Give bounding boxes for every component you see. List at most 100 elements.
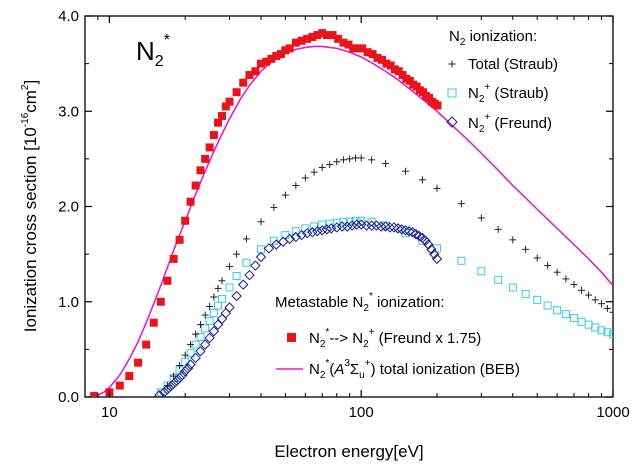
legend-label-n2plus-freund: N2+ (Freund): [468, 112, 552, 135]
total-straub-point: [326, 161, 334, 169]
y-tick-label: 1.0: [58, 294, 79, 311]
metastable-point: [349, 44, 358, 53]
n2plus-freund-point: [195, 346, 206, 357]
n2plus-freund-point: [414, 230, 425, 242]
metastable-point: [281, 46, 290, 55]
n2plus-freund-point: [431, 253, 443, 265]
metastable-point: [217, 112, 226, 121]
n2plus-straub-point: [561, 310, 570, 319]
n2plus-straub-point: [232, 272, 241, 281]
metastable-point: [209, 131, 218, 140]
metastable-point: [386, 61, 395, 70]
n2plus-straub-point: [591, 323, 600, 332]
n2plus-freund-point: [361, 220, 372, 231]
metastable-point: [214, 118, 223, 127]
total-straub-point: [206, 303, 214, 311]
total-straub-point: [281, 191, 289, 199]
legend-open-square-symbol: [447, 88, 457, 98]
y-tick-label: 4.0: [58, 8, 79, 25]
n2plus-freund-point: [410, 228, 422, 240]
legend-marker-total-straub: [448, 60, 456, 68]
species-label: N2*: [136, 32, 170, 70]
legend-label-n2plus-straub: N2+ (Straub): [468, 82, 549, 105]
total-straub-point: [509, 236, 517, 244]
n2plus-freund-point: [420, 235, 431, 246]
n2plus-straub-point: [609, 330, 613, 339]
metastable-point: [339, 38, 348, 47]
metastable-point: [353, 44, 362, 53]
total-straub-point: [226, 263, 234, 271]
metastable-point: [205, 143, 214, 152]
total-straub-point: [585, 291, 593, 299]
n2plus-straub-point: [225, 283, 234, 292]
metastable-point: [134, 358, 143, 367]
n2plus-straub-point: [318, 220, 327, 229]
metastable-point: [334, 34, 343, 43]
total-straub-point: [457, 200, 465, 208]
n2plus-straub-point: [217, 294, 226, 303]
n2plus-freund-point: [284, 233, 295, 245]
n2plus-freund-point: [250, 260, 261, 271]
metastable-point: [308, 32, 317, 41]
metastable-point: [267, 54, 276, 63]
n2plus-freund-point: [162, 384, 173, 395]
legend-label-total-straub: Total (Straub): [468, 56, 558, 73]
metastable-point: [318, 29, 327, 38]
total-straub-point: [603, 304, 611, 312]
n2plus-straub-point: [603, 328, 612, 337]
total-straub-point: [333, 158, 341, 166]
n2plus-straub-point: [477, 267, 486, 276]
n2plus-freund-point: [301, 227, 313, 239]
legend-label-metastable-squares: N2*--> N2+ (Freund x 1.75): [309, 327, 481, 350]
metastable-point: [358, 44, 367, 53]
metastable-point: [191, 181, 200, 190]
n2plus-freund-point: [351, 219, 362, 230]
n2plus-straub-point: [201, 324, 210, 333]
n2plus-freund-point: [307, 227, 318, 238]
metastable-point: [272, 52, 281, 61]
n2plus-freund-point: [182, 363, 194, 374]
n2plus-freund-point: [342, 221, 353, 232]
n2plus-freund-point: [216, 313, 228, 325]
y-tick-label: 2.0: [58, 199, 79, 216]
n2plus-straub-point: [584, 320, 593, 329]
metastable-point: [291, 38, 300, 47]
n2plus-freund-point: [388, 222, 400, 233]
metastable-point: [382, 59, 391, 68]
n2plus-freund-point: [154, 389, 165, 397]
n2plus-freund-point: [312, 226, 323, 237]
metastable-point: [344, 40, 353, 49]
n2plus-freund-point: [231, 290, 242, 302]
total-straub-point: [176, 362, 184, 370]
metastable-point: [196, 166, 205, 175]
n2plus-straub-point: [597, 326, 606, 335]
total-straub-point: [418, 176, 426, 184]
n2plus-straub-point: [577, 317, 586, 326]
n2plus-freund-point: [407, 227, 418, 238]
n2plus-freund-point: [179, 366, 191, 377]
n2plus-freund-point: [396, 224, 408, 235]
total-straub-point: [218, 277, 226, 285]
n2plus-straub-point: [214, 301, 223, 310]
x-axis-title: Electron energy[eV]: [274, 442, 423, 461]
total-straub-point: [257, 218, 265, 226]
legend-metastable-title: Metastable N2* ionization:: [275, 291, 445, 314]
metastable-point: [163, 276, 172, 285]
total-straub-point: [187, 341, 195, 349]
legend-diamond-symbol: [446, 116, 458, 128]
metastable-point: [257, 59, 265, 68]
legend-n2-title: N2 ionization:: [449, 28, 537, 48]
n2plus-freund-point: [168, 378, 179, 389]
total-straub-point: [544, 262, 552, 270]
total-straub-point: [242, 235, 250, 243]
n2plus-freund-point: [331, 222, 343, 233]
n2plus-straub-point: [543, 301, 552, 310]
n2plus-freund-point: [177, 369, 188, 381]
total-straub-point: [210, 293, 218, 301]
n2plus-freund-point: [296, 229, 307, 241]
total-straub-point: [562, 275, 570, 283]
n2plus-freund-point: [190, 352, 201, 364]
metastable-point: [276, 50, 285, 59]
n2plus-straub-point: [205, 316, 214, 325]
